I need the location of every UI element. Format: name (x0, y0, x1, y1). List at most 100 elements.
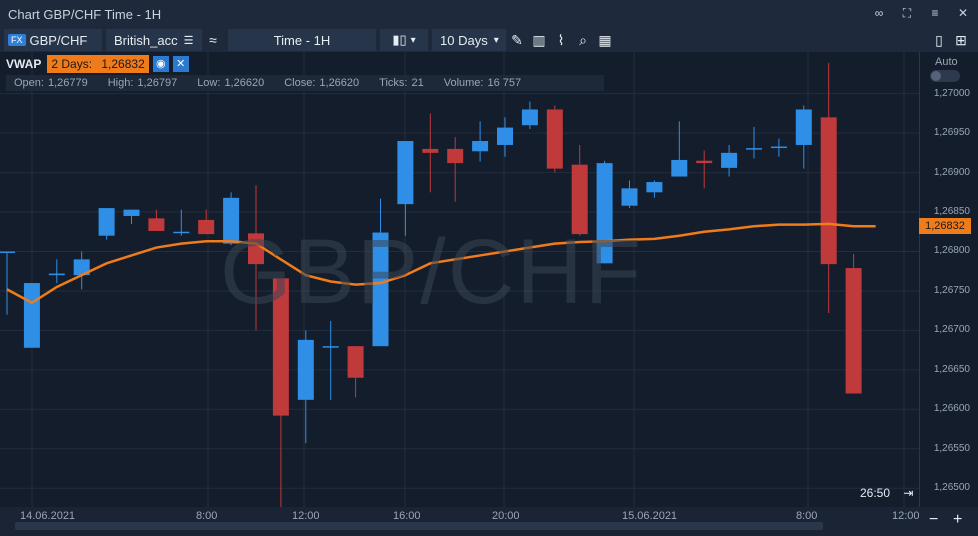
zoom-in-icon[interactable]: + (953, 511, 963, 528)
vwap-name: VWAP (6, 57, 42, 71)
basket-icon[interactable]: ⊞ (955, 31, 967, 48)
eye-icon[interactable]: ◉ (152, 56, 169, 72)
time-tick-label: 8:00 (796, 510, 818, 522)
close-icon[interactable]: ✕ (172, 56, 189, 72)
price-axis[interactable]: 1,27000 1,26950 1,26900 1,26850 1,26800 1,267… (919, 52, 978, 507)
account-selector[interactable]: British_acc ☰ (106, 29, 202, 51)
auto-scale-label: Auto (935, 56, 958, 68)
volume-label: Volume: (443, 77, 484, 89)
vwap-value: 1,26832 (101, 57, 145, 71)
open-value: 1,26779 (47, 77, 88, 89)
candle-body (297, 339, 314, 400)
close-label: Close: (284, 77, 316, 89)
symbol-label: GBP/CHF (29, 32, 88, 48)
candle-body (746, 148, 762, 150)
chart-type-selector[interactable]: ▮▯ ▾ (380, 29, 428, 51)
time-tick-label: 20:00 (492, 510, 520, 522)
candle-body (521, 109, 538, 126)
candle-body (322, 346, 339, 348)
window-titlebar: Chart GBP/CHF Time - 1H ∞ ⛶ ≡ ✕ (0, 0, 978, 28)
current-price-badge: 1,26832 (919, 218, 971, 235)
candle-body (123, 209, 140, 216)
candlestick-icon: ▮▯ (392, 32, 407, 47)
chart-canvas[interactable] (0, 52, 919, 507)
chart-toolbar: FX GBP/CHF British_acc ☰ ≈ Time - 1H ▮▯ … (0, 28, 978, 52)
save-icon[interactable]: ▯ (935, 31, 943, 48)
price-tick-label: 1,26650 (933, 363, 970, 375)
candle-body (248, 233, 264, 265)
price-tick-label: 1,26800 (933, 245, 970, 257)
candle-body (721, 152, 738, 168)
candle-body (98, 208, 115, 236)
time-scrollbar[interactable] (15, 522, 823, 530)
candle-body (397, 141, 414, 205)
candle-body (23, 283, 40, 348)
timeframe-label: Time - 1H (273, 32, 331, 48)
price-tick-label: 1,26550 (933, 442, 970, 454)
compare-icon[interactable]: ≈ (209, 32, 217, 48)
candle-body (148, 218, 165, 231)
high-value: 1,26797 (137, 77, 178, 89)
search-icon[interactable]: ⌕ (579, 31, 587, 48)
candle-body (173, 231, 190, 234)
calendar-icon[interactable]: ▦ (598, 31, 612, 48)
candle-body (372, 232, 389, 347)
draw-pencil-icon[interactable]: ✎ (511, 31, 523, 48)
price-tick-label: 1,26600 (933, 403, 970, 415)
candle-body (272, 278, 289, 416)
price-tick-label: 1,26900 (933, 166, 970, 178)
link-icon[interactable]: ∞ (874, 6, 884, 20)
vwap-value-badge: 2 Days: 1,26832 (47, 55, 149, 73)
zoom-out-icon[interactable]: − (929, 511, 939, 528)
fx-badge: FX (8, 34, 26, 46)
settings-icon[interactable]: ≡ (931, 6, 939, 20)
open-label: Open: (14, 77, 44, 89)
symbol-watermark: GBP/CHF (220, 221, 643, 323)
candle-body (422, 148, 439, 153)
ticks-value: 21 (411, 77, 424, 89)
time-tick-label: 16:00 (393, 510, 421, 522)
candle-body (447, 148, 464, 164)
scroll-to-end-icon[interactable]: ⇥ (903, 486, 914, 500)
price-tick-label: 1,26750 (933, 284, 970, 296)
candle-body (621, 188, 638, 206)
chevron-down-icon: ▾ (410, 34, 416, 46)
candle-body (671, 159, 688, 177)
candle-body (0, 251, 15, 253)
time-axis[interactable] (0, 507, 919, 536)
candlestick-chart[interactable] (0, 52, 919, 507)
time-tick-label: 14.06.2021 (20, 510, 76, 522)
candle-body (48, 273, 65, 276)
countdown-value: 26:50 (860, 486, 891, 500)
indicators-icon[interactable]: ▥ (532, 31, 546, 48)
candle-body (596, 163, 613, 264)
candle-body (820, 117, 837, 265)
timeframe-selector[interactable]: Time - 1H (228, 29, 376, 51)
symbol-selector[interactable]: FX GBP/CHF (4, 29, 102, 51)
window-title: Chart GBP/CHF Time - 1H (8, 6, 162, 22)
candle-body (347, 346, 364, 378)
range-selector[interactable]: 10 Days ▾ (432, 29, 506, 51)
low-label: Low: (197, 77, 221, 89)
candle-body (571, 164, 588, 235)
close-icon[interactable]: ✕ (957, 6, 969, 20)
chevron-down-icon: ▾ (493, 34, 499, 46)
candle-body (497, 127, 513, 145)
price-tick-label: 1,26700 (933, 324, 970, 336)
ohlc-info: Open: 1,26779 High: 1,26797 Low: 1,26620 Cl… (6, 75, 604, 91)
account-label: British_acc (114, 32, 178, 48)
studies-icon[interactable]: ⌇ (557, 31, 565, 48)
time-tick-label: 15.06.2021 (622, 510, 678, 522)
candle-body (795, 109, 812, 145)
high-label: High: (107, 77, 134, 89)
volume-value: 16 757 (487, 77, 522, 89)
candle-body (472, 141, 489, 152)
candle-body (696, 160, 713, 164)
candle-body (646, 182, 663, 193)
price-tick-label: 1,26950 (933, 127, 970, 139)
maximize-icon[interactable]: ⛶ (902, 6, 912, 20)
time-tick-label: 12:00 (892, 510, 920, 522)
auto-scale-toggle[interactable] (930, 70, 960, 82)
user-list-icon: ☰ (183, 34, 194, 47)
candle-body (845, 268, 862, 394)
